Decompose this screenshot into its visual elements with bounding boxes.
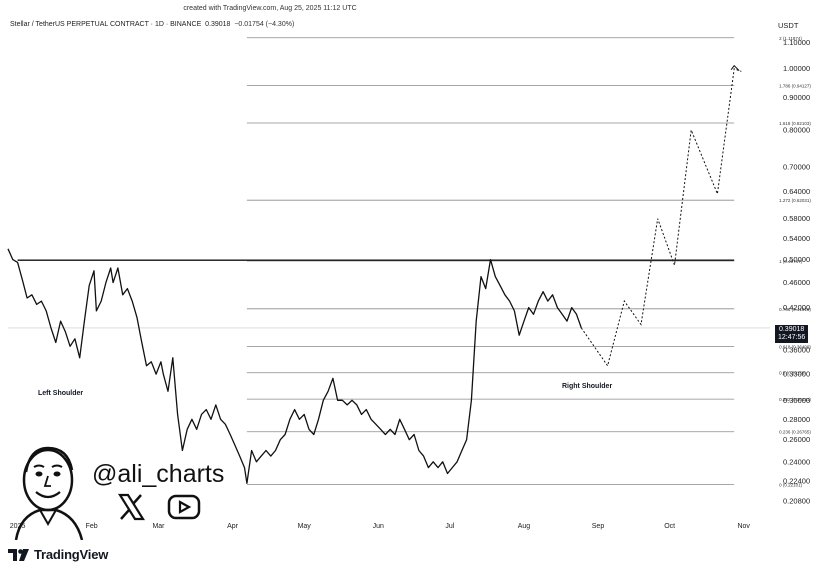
social-icons <box>117 493 201 521</box>
y-tick-label: 0.42000 <box>783 303 810 312</box>
fib-level-label: 0.786 (0.41818) <box>779 307 811 312</box>
cartoon-avatar-icon <box>10 440 90 545</box>
brand-name: TradingView <box>34 547 109 562</box>
projection-arrowhead <box>730 64 740 72</box>
fib-level-label: 1 (0.49747) <box>779 259 803 264</box>
y-tick-label: 1.10000 <box>783 38 810 47</box>
y-tick-label: 1.00000 <box>783 64 810 73</box>
y-tick-label: 0.24000 <box>783 457 810 466</box>
fib-level-label: 0.236 (0.26765) <box>779 430 811 435</box>
y-tick-label: 0.26000 <box>783 435 810 444</box>
fib-level-label: 0.382 (0.30131) <box>779 397 811 402</box>
fib-level-label: 2 (1.11874) <box>779 36 802 41</box>
projection-line <box>580 68 742 367</box>
fibonacci-levels: 0 (0.22101) 0.236 (0.26765) 0.382 (0.30131… <box>246 36 811 487</box>
price-series <box>7 64 742 484</box>
fib-level-label: 1.618 (0.82103) <box>779 121 811 126</box>
x-tick-label: Oct <box>664 523 675 530</box>
youtube-play-icon[interactable] <box>167 494 201 520</box>
price-change: −0.01754 (−4.30%) <box>234 21 295 28</box>
price-history-line <box>7 248 582 484</box>
x-tick-label: Nov <box>737 523 750 530</box>
x-axis: 2025 Feb Mar Apr May Jun Jul Aug Sep Oct Nov <box>10 523 751 530</box>
y-tick-label: 0.90000 <box>783 93 810 102</box>
x-tick-label: Sep <box>592 523 605 530</box>
y-tick-label: 0.22400 <box>783 476 810 485</box>
current-price-tag: 0.39018 12:47:56 <box>775 325 809 343</box>
last-price: 0.39018 <box>205 21 231 28</box>
symbol-title: Stellar / TetherUS PERPETUAL CONTRACT · … <box>10 21 202 28</box>
y-tick-label: 0.80000 <box>783 126 810 135</box>
fib-level-label: 0.5 (0.33158) <box>779 371 806 376</box>
currency-label: USDT <box>778 21 799 30</box>
y-tick-label: 0.33000 <box>783 370 810 379</box>
fib-level-label: 0.618 (0.36490) <box>779 344 811 349</box>
y-axis: 0.20800 0.22400 0.24000 0.26000 0.28000 0.300… <box>783 38 810 506</box>
y-tick-label: 0.64000 <box>783 187 810 196</box>
y-tick-label: 0.70000 <box>783 162 810 171</box>
y-tick-label: 0.20800 <box>783 497 810 506</box>
x-tick-label: Apr <box>227 523 239 530</box>
y-tick-label: 0.36000 <box>783 346 810 355</box>
y-tick-label: 0.54000 <box>783 234 810 243</box>
y-tick-label: 0.46000 <box>783 278 810 287</box>
x-logo-icon[interactable] <box>117 493 145 521</box>
fib-level-label: 0 (0.22101) <box>779 482 803 487</box>
y-tick-label: 0.58000 <box>783 214 810 223</box>
price-tag-countdown: 12:47:56 <box>778 334 806 341</box>
symbol-header: Stellar / TetherUS PERPETUAL CONTRACT · … <box>10 21 294 28</box>
x-tick-label: Jun <box>373 523 384 530</box>
right-shoulder-label: Right Shoulder <box>562 383 613 390</box>
y-tick-label: 0.28000 <box>783 415 810 424</box>
created-with-caption: created with TradingView.com, Aug 25, 20… <box>183 5 357 12</box>
left-shoulder-label: Left Shoulder <box>38 390 84 397</box>
price-tag-value: 0.39018 <box>778 326 805 333</box>
x-tick-label: 2025 <box>10 523 26 530</box>
x-tick-label: Mar <box>152 523 165 530</box>
y-tick-label: 0.30000 <box>783 396 810 405</box>
author-handle: @ali_charts <box>92 460 225 488</box>
tradingview-logo-icon <box>8 548 29 561</box>
x-tick-label: Aug <box>518 523 531 530</box>
tradingview-brand[interactable]: TradingView <box>8 547 108 562</box>
x-tick-label: Jul <box>445 523 454 530</box>
y-tick-label: 0.50000 <box>783 255 810 264</box>
x-tick-label: May <box>298 523 312 530</box>
fib-level-label: 1.272 (0.62031) <box>779 198 811 203</box>
fib-level-label: 1.786 (0.94127) <box>779 83 811 88</box>
x-tick-label: Feb <box>86 523 98 530</box>
